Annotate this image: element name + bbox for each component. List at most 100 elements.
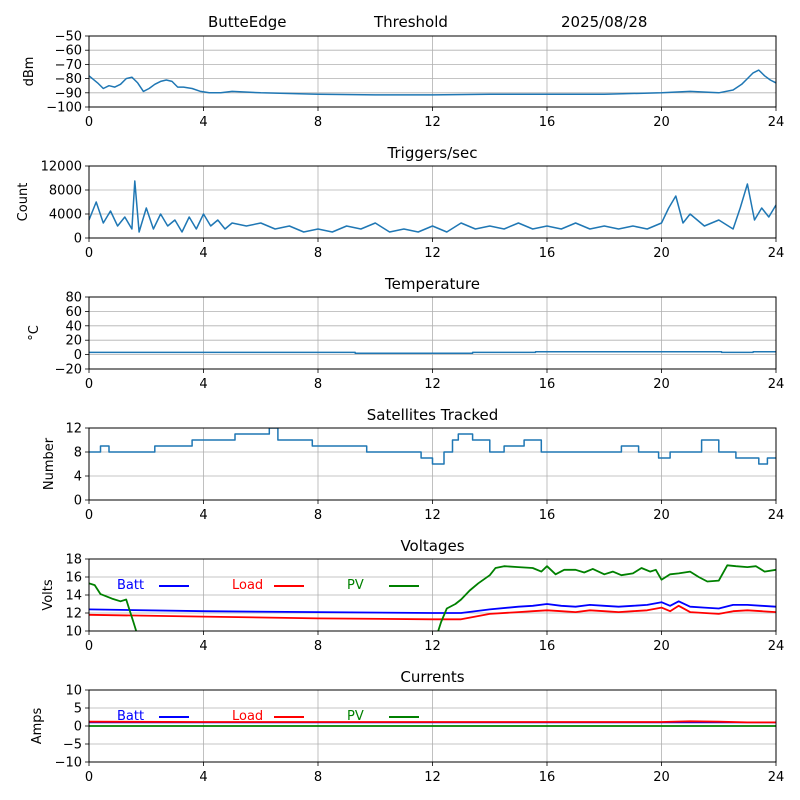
y-tick-label-3: 16 bbox=[65, 571, 82, 586]
x-tick-label-5: 20 bbox=[653, 508, 670, 523]
y-tick-label-2: 0 bbox=[74, 720, 82, 735]
panel-6: 0 4 8 12 16 20 24 −10 −5 0 5 10 Currents Amps Batt Load… bbox=[30, 668, 784, 785]
y-tick-label-3: 12000 bbox=[41, 160, 82, 175]
x-tick-label-1: 4 bbox=[199, 377, 207, 392]
y-tick-label-1: 4 bbox=[74, 470, 82, 485]
panel-title: Triggers/sec bbox=[387, 144, 478, 162]
y-tick-label-5: −50 bbox=[55, 30, 82, 45]
series-line-pv bbox=[89, 582, 138, 631]
x-tick-label-3: 12 bbox=[424, 246, 441, 261]
x-tick-label-0: 0 bbox=[85, 770, 93, 785]
x-tick-label-0: 0 bbox=[85, 639, 93, 654]
y-tick-label-1: 12 bbox=[65, 607, 82, 622]
plot-area bbox=[89, 350, 776, 354]
series-line-1 bbox=[89, 180, 776, 233]
x-tick-label-0: 0 bbox=[85, 377, 93, 392]
x-tick-label-0: 0 bbox=[85, 246, 93, 261]
y-tick-label-1: 0 bbox=[74, 348, 82, 363]
plot-area bbox=[89, 720, 776, 727]
panel-1: 0 4 8 12 16 20 24 −100−90−80−70−60−50 dBm bbox=[22, 30, 784, 131]
x-tick-label-1: 4 bbox=[199, 639, 207, 654]
x-tick-label-3: 12 bbox=[424, 115, 441, 130]
y-tick-label-3: −70 bbox=[55, 58, 82, 73]
y-tick-label-4: 60 bbox=[65, 305, 82, 320]
x-tick-label-6: 24 bbox=[768, 246, 785, 261]
header-date: 2025/08/28 bbox=[561, 13, 647, 31]
x-tick-label-0: 0 bbox=[85, 115, 93, 130]
series-line-1 bbox=[89, 428, 776, 465]
legend-label-load: Load bbox=[232, 709, 263, 724]
y-tick-label-1: −90 bbox=[55, 86, 82, 101]
panel-title: Temperature bbox=[384, 275, 480, 293]
y-axis-label: Volts bbox=[41, 579, 56, 611]
legend-label-pv: PV bbox=[347, 578, 364, 593]
y-tick-label-2: −80 bbox=[55, 72, 82, 87]
x-tick-label-6: 24 bbox=[768, 377, 785, 392]
x-tick-label-3: 12 bbox=[424, 639, 441, 654]
x-tick-label-2: 8 bbox=[314, 377, 322, 392]
x-tick-label-3: 12 bbox=[424, 377, 441, 392]
x-tick-label-2: 8 bbox=[314, 639, 322, 654]
legend-label-batt: Batt bbox=[117, 709, 144, 724]
x-tick-label-0: 0 bbox=[85, 508, 93, 523]
panel-2: 0 4 8 12 16 20 24 0 4000 8000 12000 Triggers/sec Cou… bbox=[16, 144, 784, 261]
plot-area bbox=[89, 564, 776, 631]
y-tick-label-4: −60 bbox=[55, 44, 82, 59]
x-tick-label-1: 4 bbox=[199, 246, 207, 261]
panel-4: 0 4 8 12 16 20 24 0 4 8 12 Satellites Tracked Number bbox=[42, 406, 784, 523]
y-tick-label-2: 8 bbox=[74, 446, 82, 461]
header-station: ButteEdge bbox=[208, 13, 287, 31]
y-tick-label-4: 10 bbox=[65, 684, 82, 699]
x-tick-label-2: 8 bbox=[314, 770, 322, 785]
y-tick-label-2: 14 bbox=[65, 589, 82, 604]
header-plot: Threshold bbox=[373, 13, 448, 31]
x-tick-label-1: 4 bbox=[199, 508, 207, 523]
y-tick-label-1: −5 bbox=[63, 738, 82, 753]
y-axis-label: dBm bbox=[22, 57, 37, 87]
y-tick-label-3: 40 bbox=[65, 319, 82, 334]
x-tick-label-1: 4 bbox=[199, 115, 207, 130]
x-tick-label-6: 24 bbox=[768, 508, 785, 523]
y-tick-label-0: 10 bbox=[65, 625, 82, 640]
y-tick-label-0: 0 bbox=[74, 232, 82, 247]
series-line-batt bbox=[89, 600, 776, 614]
panel-title: Currents bbox=[400, 668, 464, 686]
y-tick-label-0: 0 bbox=[74, 494, 82, 509]
plot-area bbox=[89, 69, 776, 96]
figure-header: ButteEdge Threshold 2025/08/28 bbox=[208, 13, 647, 31]
x-tick-label-6: 24 bbox=[768, 115, 785, 130]
y-axis-label: Amps bbox=[30, 707, 45, 744]
y-tick-label-4: 18 bbox=[65, 553, 82, 568]
x-tick-label-2: 8 bbox=[314, 508, 322, 523]
x-tick-label-5: 20 bbox=[653, 770, 670, 785]
series-line-load bbox=[89, 720, 776, 724]
x-tick-label-5: 20 bbox=[653, 639, 670, 654]
y-tick-label-2: 20 bbox=[65, 334, 82, 349]
x-tick-label-2: 8 bbox=[314, 115, 322, 130]
x-tick-label-5: 20 bbox=[653, 115, 670, 130]
panel-5: 0 4 8 12 16 20 24 10 12 14 16 18 Voltages Volts Batt Lo… bbox=[41, 537, 784, 654]
x-tick-label-5: 20 bbox=[653, 246, 670, 261]
x-tick-label-4: 16 bbox=[539, 770, 556, 785]
y-tick-label-1: 4000 bbox=[49, 208, 82, 223]
x-tick-label-3: 12 bbox=[424, 770, 441, 785]
x-tick-label-2: 8 bbox=[314, 246, 322, 261]
panel-title: Satellites Tracked bbox=[367, 406, 498, 424]
x-tick-label-6: 24 bbox=[768, 770, 785, 785]
x-tick-label-3: 12 bbox=[424, 508, 441, 523]
series-line-load bbox=[89, 604, 776, 621]
x-tick-label-4: 16 bbox=[539, 246, 556, 261]
series-line-1 bbox=[89, 69, 776, 96]
y-tick-label-3: 5 bbox=[74, 702, 82, 717]
y-axis-label: Count bbox=[16, 183, 31, 222]
series-line-1 bbox=[89, 350, 776, 354]
y-tick-label-0: −20 bbox=[55, 363, 82, 378]
y-axis-label: °C bbox=[27, 325, 42, 341]
x-tick-label-4: 16 bbox=[539, 115, 556, 130]
y-tick-label-0: −100 bbox=[46, 101, 82, 116]
y-axis-label: Number bbox=[42, 437, 57, 490]
legend-label-load: Load bbox=[232, 578, 263, 593]
plot-area bbox=[89, 180, 776, 233]
